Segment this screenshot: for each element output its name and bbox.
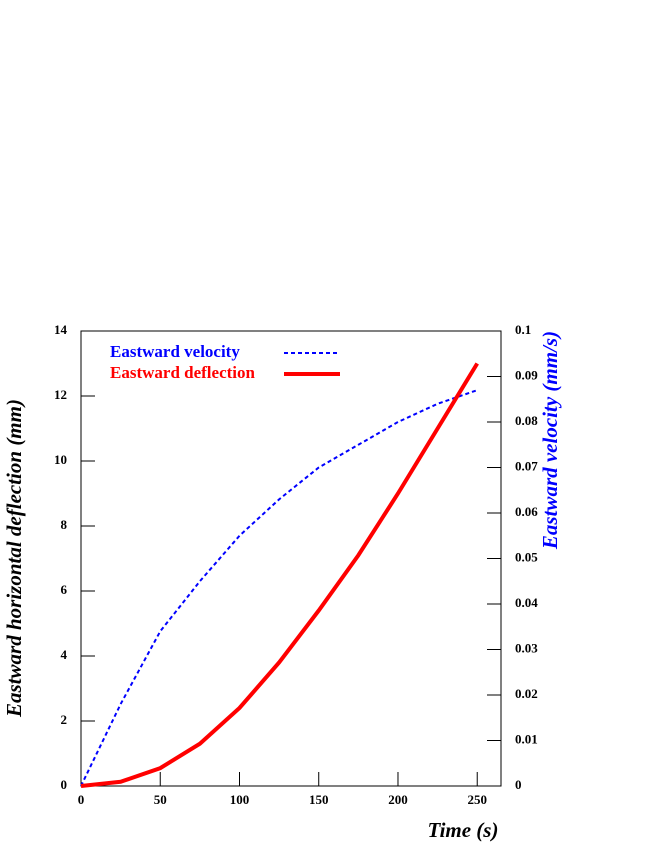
y-tick-label: 2 bbox=[61, 712, 68, 727]
y2-tick-label: 0.01 bbox=[515, 731, 538, 746]
y-tick-label: 10 bbox=[54, 452, 67, 467]
legend-label: Eastward velocity bbox=[110, 342, 240, 361]
y2-tick-label: 0.06 bbox=[515, 504, 538, 519]
y-tick-label: 12 bbox=[54, 387, 67, 402]
y2-tick-label: 0.02 bbox=[515, 686, 538, 701]
y-tick-label: 14 bbox=[54, 322, 68, 337]
y2-tick-label: 0.04 bbox=[515, 595, 538, 610]
series-line bbox=[80, 362, 479, 788]
y2-axis-title: Eastward velocity (mm/s) bbox=[538, 331, 562, 550]
y-tick-label: 8 bbox=[61, 517, 68, 532]
plot-frame bbox=[80, 330, 502, 787]
y-tick-label: 4 bbox=[61, 647, 68, 662]
y2-tick-label: 0.03 bbox=[515, 640, 538, 655]
x-tick-label: 0 bbox=[78, 792, 85, 807]
legend-label: Eastward deflection bbox=[110, 363, 256, 382]
y-axis-title: Eastward horizontal deflection (mm) bbox=[2, 399, 26, 718]
y2-tick-label: 0.09 bbox=[515, 367, 538, 382]
x-tick-label: 250 bbox=[467, 792, 487, 807]
y2-tick-label: 0.1 bbox=[515, 322, 531, 337]
x-tick-label: 200 bbox=[388, 792, 408, 807]
y-tick-label: 0 bbox=[61, 777, 68, 792]
x-tick-label: 150 bbox=[309, 792, 329, 807]
y2-tick-label: 0.08 bbox=[515, 413, 538, 428]
x-tick-label: 100 bbox=[230, 792, 250, 807]
y2-tick-label: 0.05 bbox=[515, 549, 538, 564]
y-tick-label: 6 bbox=[61, 582, 68, 597]
x-axis-title: Time (s) bbox=[428, 818, 499, 842]
y2-tick-label: 0.07 bbox=[515, 458, 538, 473]
x-tick-label: 50 bbox=[154, 792, 167, 807]
series-line bbox=[80, 389, 478, 787]
y2-tick-label: 0 bbox=[515, 777, 522, 792]
